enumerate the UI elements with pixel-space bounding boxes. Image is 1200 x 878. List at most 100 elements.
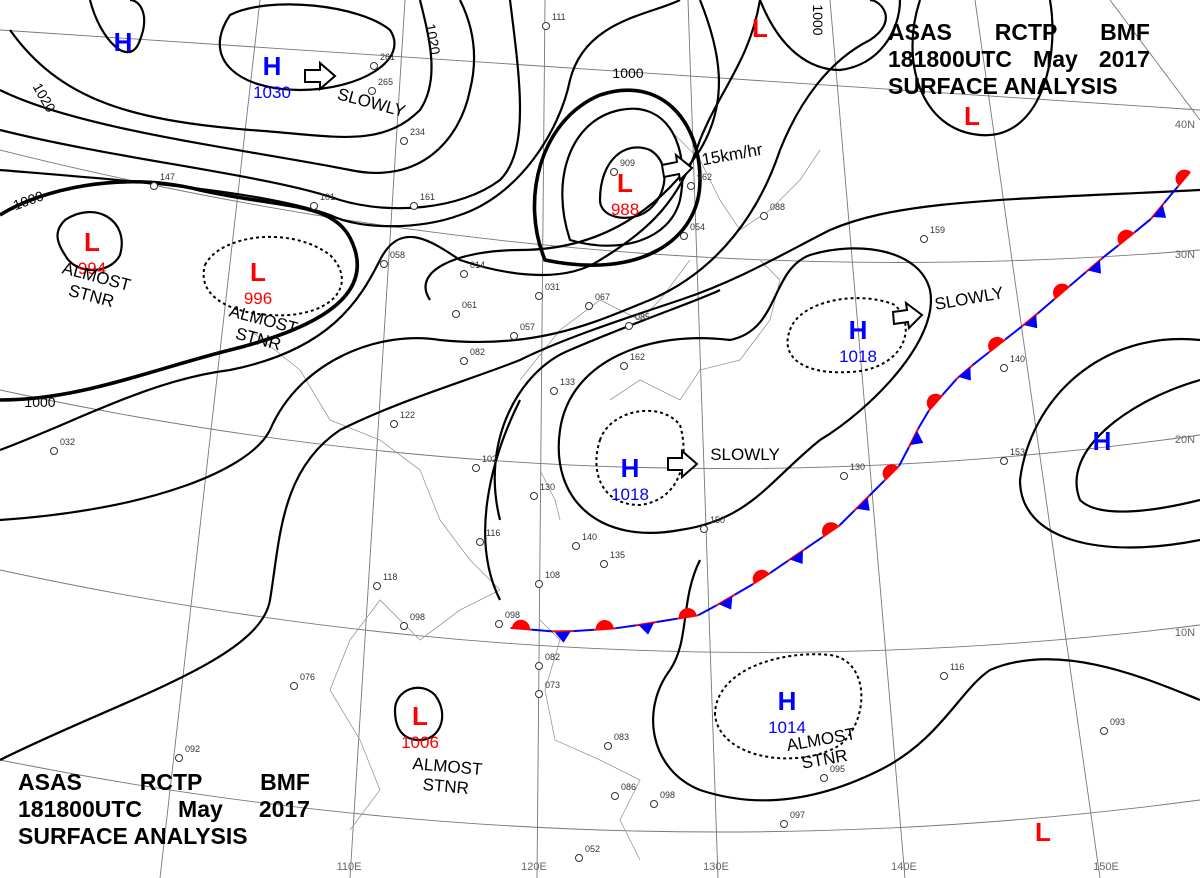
map-labels: SLOWLY15km/hrSLOWLYSLOWLYALMOSTSTNRALMOS… — [11, 4, 1195, 873]
station-pressure: 093 — [1110, 717, 1125, 727]
station-pressure: 265 — [378, 77, 393, 87]
warm-front-semicircle — [752, 569, 770, 584]
front-segment — [716, 593, 736, 607]
station-plot: 098 — [495, 610, 520, 628]
isobar — [218, 3, 396, 92]
title-product: ASAS — [18, 769, 82, 795]
station-circle-icon — [650, 800, 658, 808]
station-circle-icon — [760, 212, 768, 220]
cold-front-triangle — [1024, 314, 1038, 329]
station-plot: 031 — [535, 282, 560, 300]
station-circle-icon — [535, 580, 543, 588]
isobar-dashed — [202, 235, 343, 317]
high-pressure-marker: H — [778, 686, 797, 716]
title-type: SURFACE ANALYSIS — [888, 73, 1118, 99]
station-circle-icon — [510, 332, 518, 340]
front-segment — [1101, 244, 1119, 260]
station-plot: 118 — [373, 572, 397, 590]
title-office: BMF — [1100, 19, 1150, 45]
longitude-label: 150E — [1093, 861, 1119, 873]
low-pressure-marker: L — [752, 13, 768, 43]
high-pressure-marker: H — [1093, 426, 1112, 456]
station-plots: 265 234 161 101 147 058 014 061 031 067 085 057 082 1… — [50, 12, 1125, 862]
station-circle-icon — [600, 560, 608, 568]
warm-front-semicircle — [678, 607, 697, 619]
front-segment — [656, 617, 678, 624]
stationary-front — [510, 169, 1191, 643]
station-pressure: 135 — [610, 550, 625, 560]
station-plot: 147 — [150, 172, 175, 190]
station-pressure: 032 — [60, 437, 75, 447]
front-segment — [1004, 325, 1023, 341]
station-pressure: 031 — [545, 282, 560, 292]
station-plot: 909 — [610, 158, 635, 176]
station-pressure: 133 — [560, 377, 575, 387]
station-plot: 162 — [620, 352, 645, 370]
motion-label: 15km/hr — [700, 140, 764, 169]
station-circle-icon — [840, 472, 848, 480]
longitude-140e — [829, 0, 906, 878]
station-pressure: 161 — [420, 192, 435, 202]
station-pressure: 054 — [690, 222, 705, 232]
station-pressure: 116 — [950, 662, 964, 672]
station-plot: 058 — [380, 250, 405, 268]
station-pressure: 234 — [410, 127, 425, 137]
station-plot: 101 — [310, 192, 335, 210]
station-circle-icon — [472, 464, 480, 472]
station-plot: 116 — [476, 528, 500, 546]
motion-label: SLOWLY — [933, 283, 1005, 314]
isobar-1000 — [0, 180, 359, 402]
station-plot: 135 — [600, 550, 625, 568]
longitude-label: 130E — [703, 861, 729, 873]
isobars — [0, 0, 1200, 802]
central-pressure-value: 988 — [611, 200, 639, 219]
arrow-icon — [304, 60, 337, 92]
station-plot: 095 — [820, 764, 845, 782]
station-plot: 140 — [572, 532, 597, 550]
station-pressure: 098 — [660, 790, 675, 800]
station-circle-icon — [495, 620, 503, 628]
isobar — [484, 399, 521, 601]
station-pressure: 067 — [595, 292, 610, 302]
station-pressure: 111 — [552, 12, 566, 22]
station-pressure: 140 — [582, 532, 597, 542]
title-station: RCTP — [994, 19, 1058, 45]
isobar — [1075, 378, 1200, 513]
station-pressure: 140 — [1010, 354, 1025, 364]
station-circle-icon — [476, 538, 484, 546]
station-plot: 054 — [680, 222, 705, 240]
station-circle-icon — [620, 362, 628, 370]
isobar-label: 1000 — [11, 187, 46, 213]
station-pressure: 073 — [545, 680, 560, 690]
isobar — [0, 0, 762, 452]
isobar — [0, 0, 681, 228]
title-office: BMF — [260, 769, 310, 795]
station-plot: 098 — [650, 790, 675, 808]
station-pressure: 076 — [300, 672, 315, 682]
station-plot: 159 — [920, 225, 945, 243]
longitude-100e — [159, 0, 261, 878]
station-circle-icon — [940, 672, 948, 680]
warm-front-semicircle — [1175, 169, 1191, 186]
station-pressure: 102 — [482, 454, 497, 464]
cold-front-triangle — [789, 550, 803, 565]
station-pressure: 098 — [505, 610, 520, 620]
pressure-centers: H H 1030 L 988 L L L 994 L 996 H 1018 H 1018 H L 1006 H 101… — [78, 13, 1112, 847]
title-time: 181800UTC — [888, 46, 1013, 72]
station-circle-icon — [1000, 457, 1008, 465]
station-circle-icon — [542, 22, 550, 30]
isobar — [561, 107, 684, 247]
title-station: RCTP — [139, 769, 203, 795]
front-segment — [1021, 312, 1039, 328]
station-circle-icon — [390, 420, 398, 428]
station-pressure: 088 — [770, 202, 785, 212]
title-block-top: ASAS RCTP BMF 181800UTC May 2017 SURFACE ANALY… — [888, 19, 1150, 100]
station-pressure: 101 — [320, 192, 335, 202]
station-circle-icon — [610, 168, 618, 176]
station-circle-icon — [604, 742, 612, 750]
warm-front-semicircle — [926, 393, 942, 410]
high-pressure-marker: H — [263, 51, 282, 81]
low-pressure-marker: L — [412, 701, 428, 731]
